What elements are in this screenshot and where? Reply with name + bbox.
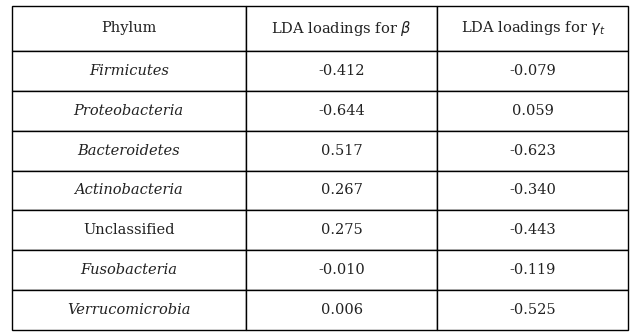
Text: LDA loadings for $\beta$: LDA loadings for $\beta$ [271,19,412,38]
Text: -0.644: -0.644 [318,104,365,118]
Text: 0.267: 0.267 [321,183,362,198]
Text: Bacteroidetes: Bacteroidetes [77,143,180,158]
Bar [12,6,246,51]
Text: Firmicutes: Firmicutes [89,64,169,78]
Bar [437,290,628,330]
Text: 0.006: 0.006 [321,303,363,317]
Text: Phylum: Phylum [101,22,156,36]
Bar [12,210,246,250]
Text: -0.340: -0.340 [509,183,556,198]
Bar [12,250,246,290]
Text: Verrucomicrobia: Verrucomicrobia [67,303,191,317]
Bar [246,210,437,250]
Text: Actinobacteria: Actinobacteria [74,183,183,198]
Text: Proteobacteria: Proteobacteria [74,104,184,118]
Text: Fusobacteria: Fusobacteria [80,263,177,277]
Text: -0.623: -0.623 [509,143,556,158]
Bar [437,6,628,51]
Bar [437,131,628,170]
Text: -0.525: -0.525 [509,303,556,317]
Bar [12,170,246,210]
Bar [12,91,246,131]
Text: -0.443: -0.443 [509,223,556,237]
Bar [437,170,628,210]
Bar [246,6,437,51]
Bar [437,51,628,91]
Text: -0.079: -0.079 [509,64,556,78]
Text: -0.412: -0.412 [318,64,365,78]
Bar [12,131,246,170]
Bar [246,51,437,91]
Bar [246,250,437,290]
Bar [246,290,437,330]
Bar [246,170,437,210]
Text: 0.059: 0.059 [512,104,554,118]
Text: LDA loadings for $\gamma_t$: LDA loadings for $\gamma_t$ [461,19,605,38]
Text: 0.517: 0.517 [321,143,362,158]
Bar [12,51,246,91]
Text: -0.119: -0.119 [509,263,556,277]
Text: -0.010: -0.010 [318,263,365,277]
Bar [437,91,628,131]
Bar [246,131,437,170]
Bar [12,290,246,330]
Text: 0.275: 0.275 [321,223,362,237]
Text: Unclassified: Unclassified [83,223,175,237]
Bar [437,250,628,290]
Bar [437,210,628,250]
Bar [246,91,437,131]
